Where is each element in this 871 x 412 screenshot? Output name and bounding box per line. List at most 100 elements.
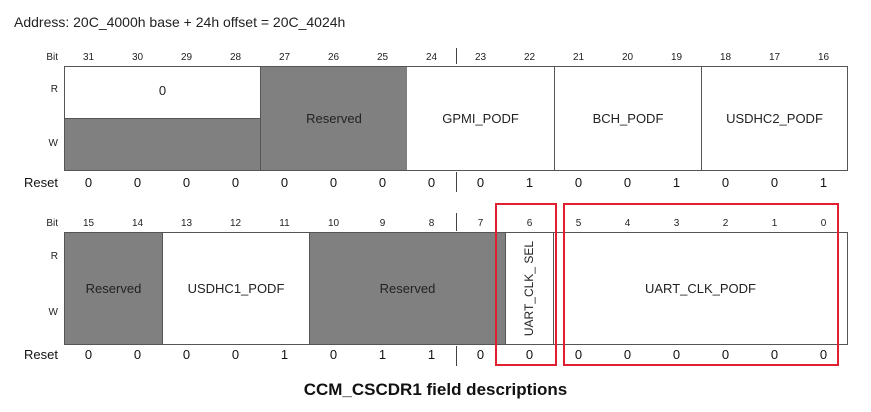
half-divider-tick: [456, 346, 457, 366]
field-bch-podf: BCH_PODF: [554, 66, 702, 171]
bit-number: 0: [820, 218, 827, 229]
reset-value: 0: [476, 347, 485, 362]
bit-number: 15: [82, 218, 95, 229]
field-label: Reserved: [85, 281, 142, 296]
reset-value: 0: [574, 175, 583, 190]
reset-value: 0: [84, 347, 93, 362]
bit-number: 30: [131, 52, 144, 63]
reset-value: 1: [280, 347, 289, 362]
write-label: W: [48, 138, 58, 149]
reset-value: 0: [133, 347, 142, 362]
read-label: R: [50, 251, 58, 262]
bit-number: 24: [425, 52, 438, 63]
bit-label: Bit: [46, 52, 58, 63]
reset-value: 1: [672, 175, 681, 190]
reset-value: 0: [525, 347, 534, 362]
reset-value: 0: [623, 347, 632, 362]
field-label: UART_CLK_PODF: [644, 281, 756, 296]
figure-caption: CCM_CSCDR1 field descriptions: [303, 380, 568, 399]
reset-value: 1: [819, 175, 828, 190]
field-label: BCH_PODF: [592, 111, 664, 126]
field-usdhc2-podf: USDHC2_PODF: [701, 66, 848, 171]
field-uart-clk-sel: UART_CLK_ SEL: [505, 232, 554, 345]
reset-value: 0: [280, 175, 289, 190]
bit-number: 25: [376, 52, 389, 63]
bit-number: 7: [477, 218, 484, 229]
bit-number: 11: [279, 218, 290, 229]
bit-number: 31: [82, 52, 95, 63]
reset-value: 0: [329, 175, 338, 190]
field-uart-clk-podf: UART_CLK_PODF: [553, 232, 848, 345]
bit-number: 20: [621, 52, 634, 63]
reset-value: 0: [231, 175, 240, 190]
bit-label: Bit: [46, 218, 58, 229]
bit-number: 28: [229, 52, 242, 63]
bit-number: 10: [327, 218, 340, 229]
field-label: GPMI_PODF: [442, 111, 519, 126]
reset-value: 0: [623, 175, 632, 190]
reset-value: 0: [231, 347, 240, 362]
reset-value: 0: [182, 175, 191, 190]
bit-number: 14: [131, 218, 144, 229]
register-address: Address: 20C_4000h base + 24h offset = 2…: [14, 14, 346, 30]
reset-label: Reset: [24, 175, 58, 190]
bit-number: 13: [180, 218, 193, 229]
field-reserved-10-7: Reserved: [309, 232, 506, 345]
reset-label: Reset: [24, 347, 58, 362]
reset-value: 1: [525, 175, 534, 190]
bit-number: 12: [229, 218, 242, 229]
reset-value: 0: [574, 347, 583, 362]
bit-number: 6: [526, 218, 533, 229]
field-label: USDHC2_PODF: [726, 111, 823, 126]
bit-number: 18: [719, 52, 732, 63]
field-reserved-15-14: Reserved: [64, 232, 163, 345]
write-label: W: [48, 307, 58, 318]
bit-number: 4: [624, 218, 631, 229]
bit-number: 21: [572, 52, 585, 63]
field-label: Reserved: [306, 111, 362, 126]
field-label: 0: [158, 83, 167, 98]
reset-value: 1: [427, 347, 436, 362]
bit-number: 5: [575, 218, 582, 229]
reset-value: 0: [476, 175, 485, 190]
half-divider-tick: [456, 213, 457, 231]
field-31-28-read: 0: [64, 66, 261, 119]
bit-number: 27: [278, 52, 291, 63]
bit-number: 17: [768, 52, 781, 63]
field-label: Reserved: [379, 281, 436, 296]
reset-value: 0: [378, 175, 387, 190]
reset-value: 0: [819, 347, 828, 362]
bit-number: 3: [673, 218, 680, 229]
reset-value: 0: [672, 347, 681, 362]
field-usdhc1-podf: USDHC1_PODF: [162, 232, 310, 345]
bit-number: 8: [428, 218, 435, 229]
reset-value: 0: [721, 347, 730, 362]
reset-value: 0: [770, 347, 779, 362]
reset-value: 0: [182, 347, 191, 362]
reset-value: 0: [427, 175, 436, 190]
bit-number: 22: [523, 52, 536, 63]
bit-number: 26: [327, 52, 340, 63]
bit-number: 1: [771, 218, 778, 229]
bit-number: 16: [817, 52, 830, 63]
highlight-uart-clk-sel: [495, 203, 557, 366]
field-label: USDHC1_PODF: [187, 281, 285, 296]
bit-number: 2: [722, 218, 729, 229]
field-reserved-27-25: Reserved: [260, 66, 408, 171]
reset-value: 0: [770, 175, 779, 190]
half-divider-tick: [456, 48, 457, 64]
reset-value: 0: [84, 175, 93, 190]
bit-number: 23: [474, 52, 487, 63]
bit-number: 19: [670, 52, 683, 63]
field-gpmi-podf: GPMI_PODF: [407, 66, 555, 171]
half-divider-tick: [456, 172, 457, 192]
reset-value: 0: [721, 175, 730, 190]
reset-value: 1: [378, 347, 387, 362]
bit-number: 29: [180, 52, 193, 63]
read-label: R: [50, 84, 58, 95]
field-31-28-write: [64, 118, 261, 171]
highlight-uart-clk-podf: [563, 203, 839, 366]
reset-value: 0: [133, 175, 142, 190]
reset-value: 0: [329, 347, 338, 362]
bit-number: 9: [379, 218, 386, 229]
